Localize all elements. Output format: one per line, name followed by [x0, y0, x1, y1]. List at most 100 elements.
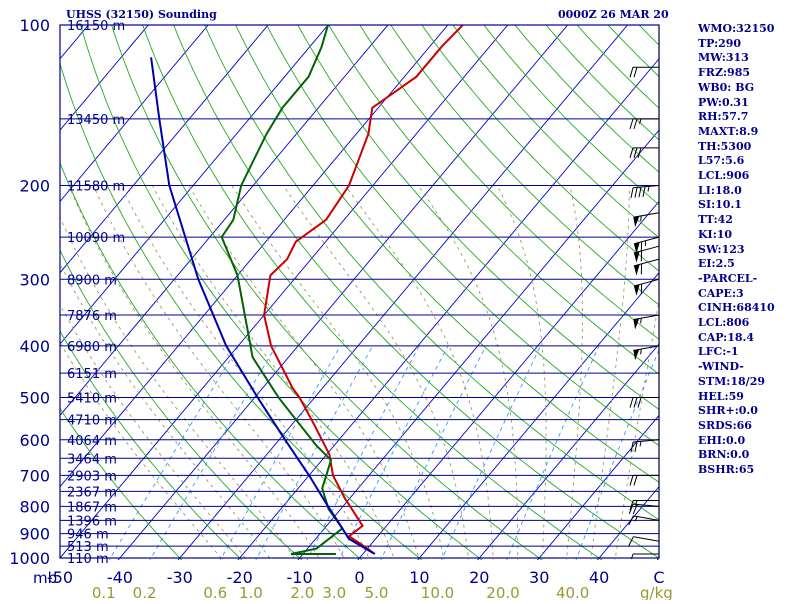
- wind-barb-full: [634, 475, 637, 485]
- height-label: 1396 m: [67, 514, 117, 529]
- index-value: -WIND-: [698, 360, 798, 375]
- wind-barb: [631, 185, 659, 197]
- mixing-ratio-line: [334, 346, 448, 569]
- wind-barb-full: [638, 398, 641, 408]
- wind-barb-full: [630, 398, 633, 408]
- index-value: SI:10.1: [698, 198, 798, 213]
- index-value: WB0: BG: [698, 81, 798, 96]
- height-label: 11580 m: [67, 179, 125, 194]
- chart-datetime: 0000Z 26 MAR 20: [558, 8, 669, 21]
- wind-barb: [633, 315, 659, 329]
- mixing-ratio-tick-label: 0.1: [92, 584, 116, 600]
- index-value: KI:10: [698, 228, 798, 243]
- index-value: HEL:59: [698, 390, 798, 405]
- mixing-ratio-line: [104, 346, 239, 569]
- wind-barb: [630, 119, 659, 129]
- index-value: CAPE:3: [698, 287, 798, 302]
- index-value: EHI:0.0: [698, 434, 798, 449]
- mixing-ratio-tick-label: 2.0: [290, 584, 314, 600]
- index-value: -PARCEL-: [698, 272, 798, 287]
- index-value: MW:313: [698, 51, 798, 66]
- height-label: 3464 m: [67, 452, 117, 467]
- index-value: LI:18.0: [698, 184, 798, 199]
- index-value: PW:0.31: [698, 96, 798, 111]
- index-value: BRN:0.0: [698, 448, 798, 463]
- temperature-tick-label: -50: [47, 568, 73, 587]
- isotherm-line: [0, 1, 49, 580]
- pressure-tick-label: 300: [19, 270, 50, 289]
- wind-barb-half: [641, 318, 642, 323]
- mixing-ratio-tick-label: 10.0: [421, 584, 454, 600]
- pressure-tick-label: 400: [19, 337, 50, 356]
- wind-barb-full: [634, 398, 637, 408]
- index-value: LFC:-1: [698, 345, 798, 360]
- dry-adiabat-line: [108, 13, 555, 569]
- wind-barb-pennant: [634, 284, 640, 295]
- dry-adiabat-line: [77, 13, 494, 569]
- height-label: 2367 m: [67, 485, 117, 500]
- wind-barb-full: [630, 148, 633, 158]
- chart-title: UHSS (32150) Sounding: [66, 8, 217, 21]
- wind-barb-staff: [634, 259, 659, 266]
- height-label: 4064 m: [67, 434, 117, 449]
- wind-barb-half: [641, 349, 642, 354]
- wind-barb: [634, 237, 659, 253]
- wind-barb-half: [640, 441, 641, 446]
- wind-barb-full: [631, 188, 633, 198]
- index-value: SW:123: [698, 243, 798, 258]
- index-value: TH:5300: [698, 140, 798, 155]
- index-value: STM:18/29: [698, 375, 798, 390]
- wind-barb: [629, 504, 659, 514]
- wind-barb-staff: [634, 237, 659, 244]
- mixing-ratio-tick-label: 40.0: [556, 584, 589, 600]
- height-label: 10090 m: [67, 231, 125, 246]
- index-value: MAXT:8.9: [698, 125, 798, 140]
- wind-barb-full: [635, 187, 637, 197]
- pressure-tick-label: 600: [19, 431, 50, 450]
- mixing-ratio-line: [377, 346, 486, 569]
- index-value: L57:5.6: [698, 154, 798, 169]
- mixing-ratio-tick-label: 0.2: [133, 584, 157, 600]
- index-value: TT:42: [698, 213, 798, 228]
- height-label: 7876 m: [67, 309, 117, 324]
- index-value: RH:57.7: [698, 110, 798, 125]
- index-value: SRDS:66: [698, 419, 798, 434]
- wind-barb-full: [634, 119, 637, 129]
- mixing-ratio-tick-label: 5.0: [365, 584, 389, 600]
- index-value: LCL:906: [698, 169, 798, 184]
- wind-barb-staff: [633, 537, 659, 542]
- isotherm-line: [281, 1, 768, 580]
- mixing-ratio-unit: g/kg: [640, 584, 673, 600]
- dewpoint-profile-line: [222, 25, 343, 554]
- wind-barb-full: [630, 119, 633, 129]
- pressure-tick-label: 1000: [9, 549, 50, 568]
- wind-barb-half: [641, 216, 642, 221]
- isotherm-line: [221, 1, 708, 580]
- height-label: 5410 m: [67, 392, 117, 407]
- wind-barb: [633, 213, 659, 227]
- wind-barb-pennant: [634, 264, 640, 275]
- wind-barb-full: [630, 67, 633, 77]
- height-label: 16150 m: [67, 19, 125, 34]
- mixing-ratio-tick-label: 0.6: [203, 584, 227, 600]
- wind-barb: [634, 259, 659, 275]
- pressure-tick-label: 700: [19, 466, 50, 485]
- temperature-tick-label: 40: [589, 568, 609, 587]
- moist-adiabat-line: [152, 185, 398, 569]
- wind-barb-half: [648, 186, 649, 191]
- dry-adiabat-line: [0, 13, 252, 569]
- pressure-tick-label: 900: [19, 525, 50, 544]
- index-value: BSHR:65: [698, 463, 798, 478]
- isotherm-line: [0, 1, 289, 580]
- index-value: LCL:806: [698, 316, 798, 331]
- height-label: 8900 m: [67, 273, 117, 288]
- wind-barb-full: [634, 67, 637, 77]
- index-value: CAP:18.4: [698, 331, 798, 346]
- wind-barb-full: [630, 475, 633, 485]
- mixing-ratio-tick-label: 3.0: [322, 584, 346, 600]
- temperature-tick-label: 30: [529, 568, 549, 587]
- moist-adiabat-line: [93, 185, 350, 569]
- isotherm-line: [161, 1, 648, 580]
